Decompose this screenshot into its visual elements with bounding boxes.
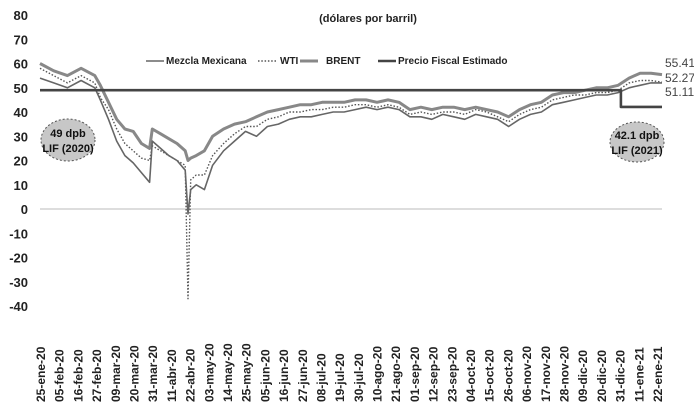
y-axis: 80 70 60 50 40 30 20 10 0 -10 -20 -30 -40 [9, 8, 28, 314]
y-tick-label: -20 [9, 251, 28, 266]
end-value-label: 52.27 [665, 71, 694, 85]
series-line-brent [39, 62, 663, 162]
x-tick-label: 23-sep-20 [445, 346, 459, 402]
annotation-source: LIF (2020) [42, 143, 94, 155]
y-tick-label: -40 [9, 299, 28, 314]
x-tick-label: 16-jun-20 [277, 349, 291, 402]
x-tick-label: 22-ene-21 [651, 346, 665, 402]
x-tick-label: 28-nov-20 [558, 346, 572, 402]
y-tick-label: -30 [9, 275, 28, 290]
x-tick-label: 27-jun-20 [296, 349, 310, 402]
x-tick-label: 17-nov-20 [539, 346, 553, 402]
y-tick-label: -10 [9, 226, 28, 241]
annotation-bubble [609, 121, 665, 163]
series-line-mezcla-mexicana [39, 77, 662, 215]
series-layer [39, 62, 663, 300]
x-tick-label: 31-dic-20 [614, 350, 628, 402]
x-tick-label: 06-nov-20 [520, 346, 534, 402]
x-tick-label: 09-mar-20 [109, 345, 123, 402]
y-tick-label: 40 [14, 105, 28, 120]
y-tick-label: 30 [14, 129, 28, 144]
x-axis: 25-ene-20 05-feb-20 16-feb-20 27-feb-20 09-m… [34, 343, 665, 402]
legend: Mezcla Mexicana WTI BRENT Precio Fiscal Est… [146, 56, 508, 67]
x-tick-label: 21-ago-20 [389, 346, 403, 402]
x-tick-label: 08-jul-20 [315, 353, 329, 402]
x-tick-label: 25-may-20 [240, 343, 254, 402]
chart-subtitle: (dólares por barril) [319, 13, 417, 25]
x-tick-label: 15-oct-20 [483, 349, 497, 402]
legend-label: BRENT [326, 56, 360, 67]
x-tick-label: 09-dic-20 [576, 350, 590, 402]
x-tick-label: 03-may-20 [202, 343, 216, 402]
annotation-bubble [40, 118, 96, 162]
annotation-value: 49 dpb [50, 128, 86, 140]
x-tick-label: 19-jul-20 [333, 353, 347, 402]
legend-label: Precio Fiscal Estimado [398, 56, 508, 67]
y-tick-label: 20 [14, 154, 28, 169]
y-tick-label: 80 [14, 8, 28, 23]
x-tick-label: 01-sep-20 [408, 346, 422, 402]
annotation-bubbles: 49 dpb LIF (2020) 42.1 dpb LIF (2021) [40, 118, 665, 163]
x-tick-label: 31-mar-20 [146, 345, 160, 402]
x-tick-label: 12-sep-20 [427, 346, 441, 402]
annotation-source: LIF (2021) [611, 145, 663, 157]
x-tick-label: 30-jul-20 [352, 353, 366, 402]
x-tick-label: 04-oct-20 [464, 349, 478, 402]
x-tick-label: 16-feb-20 [71, 349, 85, 402]
y-tick-label: 70 [14, 32, 28, 47]
end-value-label: 51.11 [665, 85, 694, 99]
y-tick-label: 50 [14, 81, 28, 96]
series-line-wti [39, 67, 663, 300]
x-tick-label: 11-ene-21 [632, 347, 646, 402]
x-tick-label: 11-abr-20 [165, 349, 179, 402]
y-tick-label: 10 [14, 178, 28, 193]
x-tick-label: 20-mar-20 [128, 345, 142, 402]
x-tick-label: 27-feb-20 [90, 349, 104, 402]
x-tick-label: 14-may-20 [221, 343, 235, 402]
y-tick-label: 0 [21, 202, 28, 217]
x-tick-label: 22-abr-20 [184, 348, 198, 402]
y-tick-label: 60 [14, 57, 28, 72]
x-tick-label: 20-dic-20 [595, 350, 609, 402]
legend-label: WTI [280, 56, 299, 67]
x-tick-label: 25-ene-20 [34, 346, 48, 402]
series-line-precio-fiscal-estimado [40, 88, 662, 109]
x-tick-label: 05-feb-20 [53, 349, 67, 402]
legend-label: Mezcla Mexicana [166, 56, 247, 67]
x-tick-label: 10-ago-20 [371, 346, 385, 402]
x-tick-label: 26-oct-20 [501, 349, 515, 402]
x-tick-label: 05-jun-20 [258, 349, 272, 402]
annotation-value: 42.1 dpb [615, 130, 660, 142]
end-value-label: 55.41 [665, 56, 694, 70]
